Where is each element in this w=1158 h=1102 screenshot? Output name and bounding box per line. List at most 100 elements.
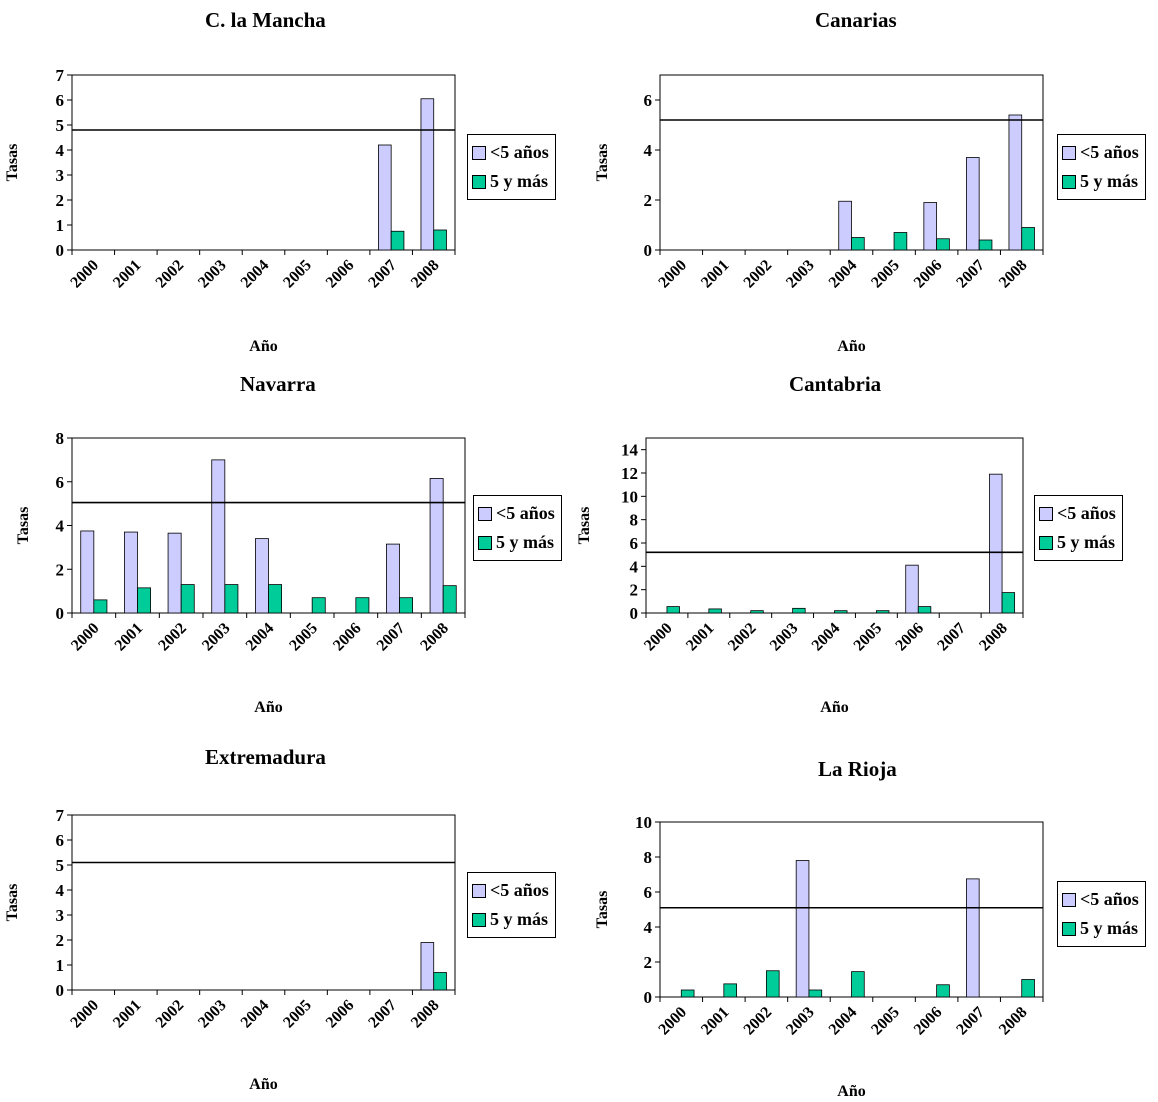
bar-under5 bbox=[429, 478, 444, 614]
legend-swatch-five-plus bbox=[478, 535, 492, 550]
y-tick-label: 0 bbox=[644, 241, 653, 260]
y-tick-label: 5 bbox=[56, 116, 65, 135]
x-tick-label: 2005 bbox=[868, 1004, 903, 1039]
bar-five-plus bbox=[433, 972, 447, 991]
bar-under5 bbox=[966, 157, 980, 251]
legend: <5 años 5 y más bbox=[1034, 495, 1123, 561]
bar-under5 bbox=[420, 942, 435, 991]
bar-five-plus bbox=[875, 610, 890, 614]
bar-five-plus bbox=[723, 983, 737, 998]
y-tick-label: 4 bbox=[644, 918, 653, 937]
bar-five-plus bbox=[936, 984, 950, 998]
legend-swatch-five-plus bbox=[472, 174, 486, 189]
legend-item-under5: <5 años bbox=[1062, 885, 1139, 914]
bar-five-plus bbox=[355, 597, 370, 614]
y-axis-label: Tasas bbox=[594, 144, 611, 182]
bar-five-plus bbox=[792, 607, 806, 614]
y-axis-label: Tasas bbox=[15, 507, 32, 545]
bar-five-plus bbox=[180, 584, 195, 614]
x-tick-label: 2007 bbox=[953, 1004, 988, 1039]
legend-item-under5: <5 años bbox=[472, 138, 549, 167]
plot-area bbox=[645, 437, 1024, 614]
bar-five-plus bbox=[851, 237, 865, 251]
x-tick-label: 2008 bbox=[996, 1004, 1031, 1039]
bar-under5 bbox=[1008, 114, 1023, 251]
x-axis-label: Año bbox=[820, 699, 848, 716]
legend-swatch-under5 bbox=[472, 883, 486, 898]
x-tick-label: 2000 bbox=[655, 1004, 690, 1039]
y-tick-label: 8 bbox=[630, 511, 639, 530]
y-tick-label: 7 bbox=[56, 66, 65, 85]
bar-under5 bbox=[377, 144, 392, 251]
bar-five-plus bbox=[750, 610, 764, 614]
bar-under5 bbox=[167, 532, 182, 614]
y-tick-label: 1 bbox=[56, 956, 65, 975]
y-tick-label: 6 bbox=[630, 534, 639, 553]
y-tick-label: 4 bbox=[56, 517, 65, 536]
x-axis-label: Año bbox=[254, 699, 282, 716]
legend-label: <5 años bbox=[1080, 889, 1139, 909]
bar-under5 bbox=[211, 459, 226, 614]
y-tick-label: 4 bbox=[56, 881, 65, 900]
legend: <5 años 5 y más bbox=[1057, 134, 1146, 200]
legend-swatch-under5 bbox=[1062, 145, 1076, 160]
legend-item-under5: <5 años bbox=[478, 499, 555, 528]
y-axis-label: Tasas bbox=[4, 144, 21, 182]
legend-item-under5: <5 años bbox=[1062, 138, 1139, 167]
bar-five-plus bbox=[399, 597, 414, 614]
bar-under5 bbox=[124, 531, 138, 614]
legend-swatch-under5 bbox=[478, 506, 492, 521]
y-tick-label: 12 bbox=[621, 464, 638, 483]
y-tick-label: 10 bbox=[635, 813, 652, 832]
y-tick-label: 3 bbox=[56, 906, 65, 925]
legend-swatch-under5 bbox=[472, 145, 486, 160]
y-tick-label: 10 bbox=[621, 487, 638, 506]
legend-item-five-plus: 5 y más bbox=[478, 528, 555, 557]
y-tick-label: 0 bbox=[56, 981, 65, 1000]
bar-five-plus bbox=[978, 239, 993, 251]
bar-five-plus bbox=[1001, 592, 1016, 614]
bar-five-plus bbox=[936, 238, 950, 251]
y-tick-label: 4 bbox=[644, 141, 653, 160]
y-axis-label: Tasas bbox=[594, 891, 611, 929]
legend-label: <5 años bbox=[490, 142, 549, 162]
x-tick-label: 2004 bbox=[826, 1004, 861, 1039]
y-tick-label: 2 bbox=[56, 191, 65, 210]
legend-label: <5 años bbox=[1080, 142, 1139, 162]
legend-label: <5 años bbox=[496, 503, 555, 523]
panel-title: La Rioja bbox=[818, 757, 897, 781]
bar-under5 bbox=[420, 98, 435, 251]
panel-title: Navarra bbox=[240, 372, 316, 396]
legend-swatch-five-plus bbox=[1039, 535, 1053, 550]
bar-five-plus bbox=[224, 584, 239, 614]
bar-five-plus bbox=[137, 587, 152, 614]
bar-five-plus bbox=[917, 606, 932, 614]
y-tick-label: 14 bbox=[621, 441, 639, 460]
bar-five-plus bbox=[93, 599, 108, 614]
x-tick-label: 2003 bbox=[783, 1004, 818, 1039]
y-tick-label: 5 bbox=[56, 856, 65, 875]
legend-swatch-five-plus bbox=[1062, 921, 1076, 936]
bar-under5 bbox=[795, 860, 810, 998]
panel-title: Extremadura bbox=[205, 745, 326, 769]
legend-item-five-plus: 5 y más bbox=[1062, 167, 1139, 196]
legend-label: <5 años bbox=[1057, 503, 1116, 523]
bar-five-plus bbox=[1021, 227, 1035, 251]
x-tick-label: 2002 bbox=[741, 1004, 776, 1039]
legend-item-five-plus: 5 y más bbox=[1062, 914, 1139, 943]
bar-five-plus bbox=[680, 989, 695, 998]
legend-label: 5 y más bbox=[1057, 532, 1115, 552]
y-tick-label: 6 bbox=[56, 91, 65, 110]
legend-item-five-plus: 5 y más bbox=[1039, 528, 1116, 557]
y-axis-label: Tasas bbox=[576, 507, 593, 545]
y-tick-label: 2 bbox=[56, 560, 65, 579]
x-axis-label: Año bbox=[837, 338, 865, 355]
y-tick-label: 2 bbox=[630, 581, 639, 600]
x-axis-label: Año bbox=[837, 1083, 865, 1100]
bar-under5 bbox=[989, 473, 1003, 614]
legend-item-under5: <5 años bbox=[1039, 499, 1116, 528]
x-tick-label: 2006 bbox=[911, 1004, 946, 1039]
